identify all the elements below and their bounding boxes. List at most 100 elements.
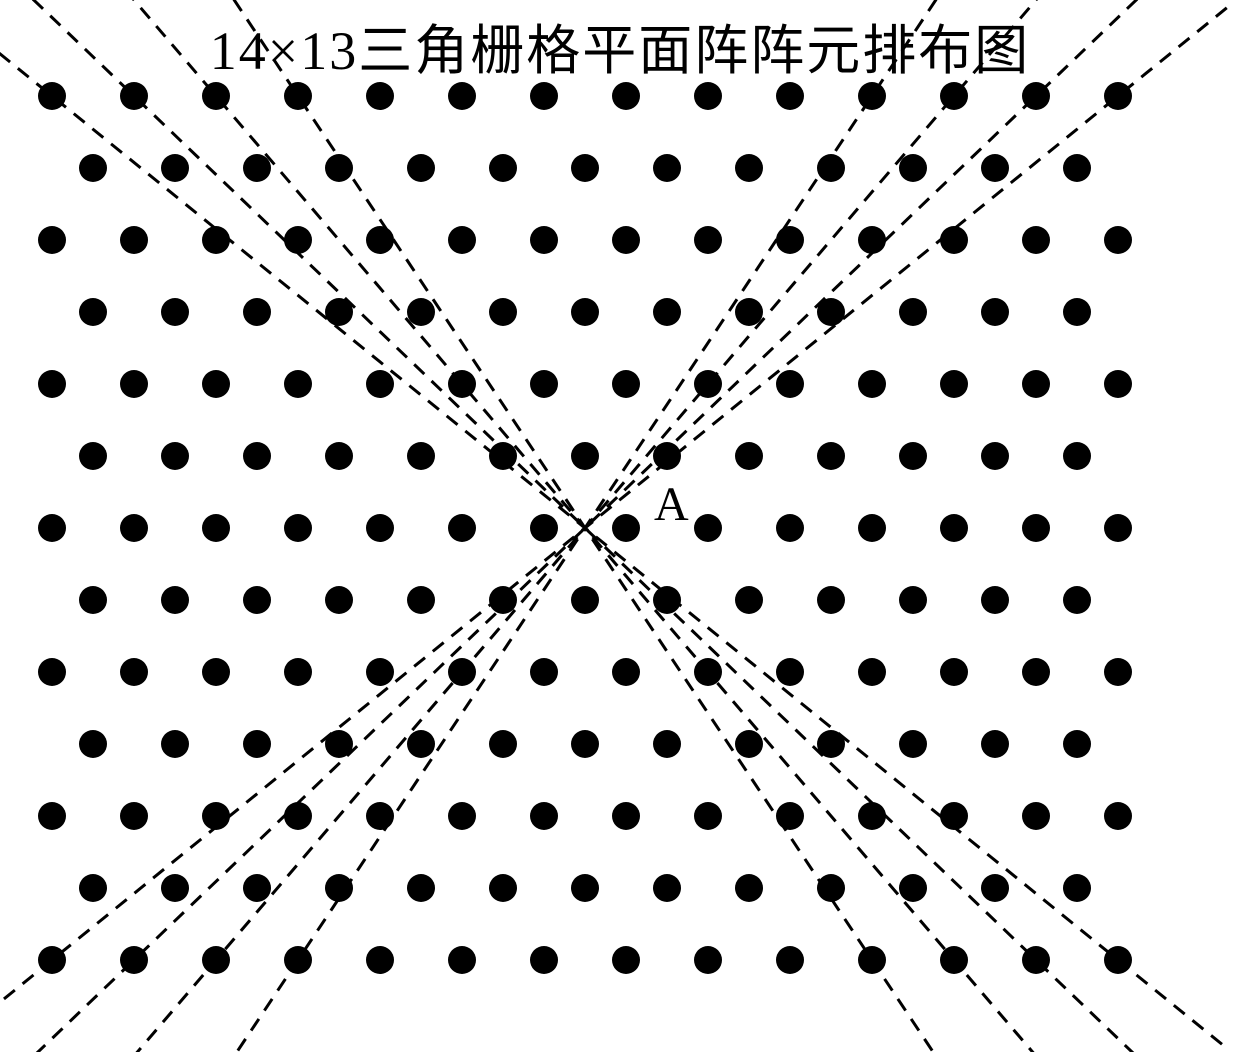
lattice-dot (530, 802, 558, 830)
lattice-dot (1063, 730, 1091, 758)
lattice-dot (899, 154, 927, 182)
lattice-dot (407, 730, 435, 758)
lattice-dot (120, 370, 148, 398)
lattice-dot (202, 658, 230, 686)
lattice-dot (489, 298, 517, 326)
lattice-dot (202, 226, 230, 254)
lattice-dot (243, 298, 271, 326)
lattice-dot (981, 298, 1009, 326)
lattice-dot (858, 82, 886, 110)
lattice-dot (530, 370, 558, 398)
lattice-dot (940, 658, 968, 686)
lattice-dot (571, 298, 599, 326)
lattice-dot (448, 370, 476, 398)
lattice-dot (981, 586, 1009, 614)
lattice-dot (489, 442, 517, 470)
lattice-dot (38, 370, 66, 398)
lattice-dot (325, 874, 353, 902)
lattice-dot (653, 586, 681, 614)
lattice-dot (79, 586, 107, 614)
lattice-dot (243, 874, 271, 902)
lattice-dot (817, 586, 845, 614)
lattice-dot (1022, 226, 1050, 254)
lattice-dot (612, 658, 640, 686)
lattice-dot (38, 226, 66, 254)
lattice-dot (407, 874, 435, 902)
lattice-dot (735, 730, 763, 758)
lattice-dot (899, 586, 927, 614)
lattice-dot (940, 370, 968, 398)
lattice-dot (325, 442, 353, 470)
lattice-dot (448, 514, 476, 542)
lattice-dot (735, 586, 763, 614)
lattice-dot (407, 298, 435, 326)
lattice-dot (1104, 370, 1132, 398)
lattice-dot (694, 514, 722, 542)
lattice-dot (79, 730, 107, 758)
lattice-dot (1063, 874, 1091, 902)
lattice-dot (38, 514, 66, 542)
lattice-dot (735, 298, 763, 326)
lattice-dot (407, 154, 435, 182)
lattice-dot (858, 514, 886, 542)
lattice-dot (612, 226, 640, 254)
lattice-dot (161, 154, 189, 182)
lattice-dot (735, 874, 763, 902)
lattice-dot (1063, 298, 1091, 326)
lattice-dot (653, 154, 681, 182)
lattice-dot (407, 586, 435, 614)
lattice-dot (120, 514, 148, 542)
lattice-dot (776, 514, 804, 542)
lattice-dot (1104, 226, 1132, 254)
lattice-dot (1063, 154, 1091, 182)
lattice-dot (120, 226, 148, 254)
lattice-dot (899, 730, 927, 758)
lattice-dot (202, 946, 230, 974)
lattice-dot (858, 946, 886, 974)
lattice-dot (981, 154, 1009, 182)
lattice-dot (817, 874, 845, 902)
lattice-dot (858, 370, 886, 398)
lattice-dot (448, 802, 476, 830)
lattice-dot (325, 730, 353, 758)
lattice-dot (653, 442, 681, 470)
lattice-dot (940, 82, 968, 110)
lattice-dot (653, 298, 681, 326)
lattice-dot (489, 586, 517, 614)
lattice-dot (817, 298, 845, 326)
lattice-dot (284, 514, 312, 542)
lattice-dot (817, 730, 845, 758)
lattice-diagram: A (0, 0, 1240, 1052)
lattice-dot (366, 370, 394, 398)
lattice-dot (1022, 946, 1050, 974)
lattice-dot (694, 226, 722, 254)
lattice-dot (1022, 82, 1050, 110)
lattice-dot (858, 658, 886, 686)
lattice-dot (735, 442, 763, 470)
lattice-dot (940, 946, 968, 974)
lattice-dot (735, 154, 763, 182)
lattice-dot (407, 442, 435, 470)
lattice-dot (120, 658, 148, 686)
lattice-dot (202, 802, 230, 830)
lattice-dot (612, 514, 640, 542)
lattice-dot (817, 154, 845, 182)
lattice-dot (530, 82, 558, 110)
lattice-dot (612, 82, 640, 110)
lattice-dot (120, 82, 148, 110)
lattice-dot (448, 946, 476, 974)
lattice-dot (243, 442, 271, 470)
lattice-dot (79, 298, 107, 326)
lattice-dot (530, 514, 558, 542)
lattice-dot (776, 658, 804, 686)
lattice-dot (1104, 802, 1132, 830)
lattice-dot (161, 442, 189, 470)
lattice-dot (284, 82, 312, 110)
lattice-dot (38, 946, 66, 974)
lattice-dot (284, 946, 312, 974)
lattice-dot (284, 802, 312, 830)
lattice-dot (940, 514, 968, 542)
lattice-dot (489, 730, 517, 758)
lattice-dot (120, 946, 148, 974)
lattice-dot (776, 802, 804, 830)
